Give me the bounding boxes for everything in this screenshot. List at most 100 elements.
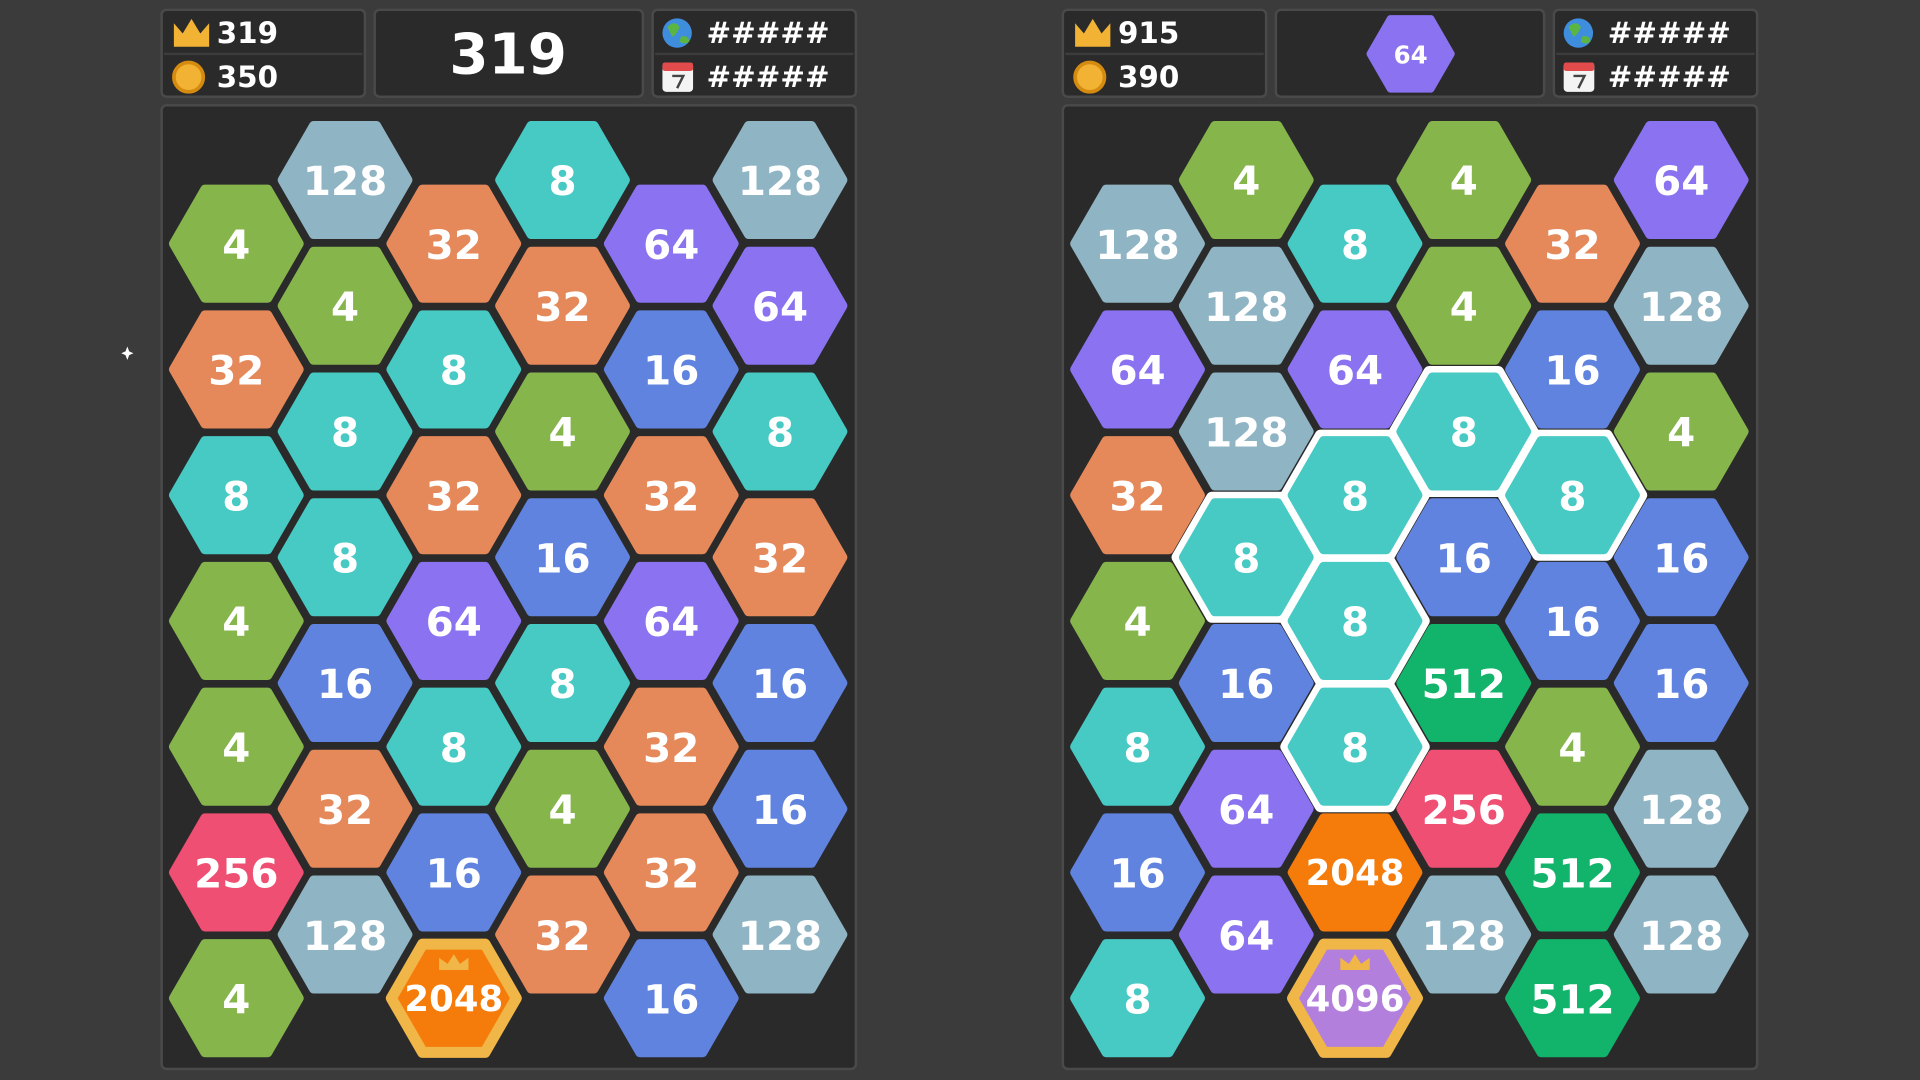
hex-tile: 16 <box>1178 623 1314 743</box>
hex-tile: 4 <box>168 687 304 806</box>
tile-value: 16 <box>752 786 808 834</box>
tile-shape <box>1505 184 1640 303</box>
hex-tile: 512 <box>1505 813 1640 932</box>
tile-value: 8 <box>440 724 468 772</box>
hex-tile: 256 <box>168 813 304 932</box>
hex-tile: 4 <box>277 246 413 365</box>
tile-shape <box>712 498 848 617</box>
tile-shape <box>1505 939 1640 1058</box>
tile-shape <box>712 875 848 994</box>
tile-shape <box>1613 749 1749 868</box>
tile-value: 8 <box>548 660 576 708</box>
tile-value: 4 <box>1450 157 1478 205</box>
globe-icon <box>1563 18 1594 48</box>
tile-shape <box>603 184 739 303</box>
tile-shape <box>1396 372 1532 491</box>
tile-shape <box>1396 749 1532 868</box>
tile-value: 128 <box>1639 912 1723 960</box>
hex-tile: 32 <box>386 436 522 555</box>
hex-tile: 4 <box>495 372 630 491</box>
tile-shape <box>603 436 739 555</box>
hex-tile: 8 <box>1389 365 1539 498</box>
hex-tile: 8 <box>386 687 522 806</box>
tile-value: 64 <box>1218 786 1274 834</box>
tile-value: 512 <box>1530 850 1614 898</box>
tile-shape <box>1070 310 1205 429</box>
hex-tile: 4 <box>1505 687 1640 806</box>
tile-value: 4 <box>1123 598 1151 646</box>
tile-crown <box>1340 954 1370 971</box>
tile-shape <box>1613 623 1749 743</box>
hex-tile: 16 <box>386 813 522 932</box>
tile-shape <box>1178 498 1314 617</box>
tile-shape <box>277 372 413 491</box>
hex-tile: 128 <box>1613 246 1749 365</box>
tile-shape <box>1505 436 1640 555</box>
tile-shape <box>603 813 739 932</box>
tile-shape <box>168 184 304 303</box>
hex-tile: 16 <box>1613 623 1749 743</box>
hex-tile: 128 <box>1613 875 1749 994</box>
tile-value: 64 <box>643 598 699 646</box>
tile-shape <box>1613 246 1749 365</box>
hex-tile: 8 <box>1287 184 1423 303</box>
tile-highlight <box>1280 681 1430 813</box>
tile-value: 8 <box>222 472 250 520</box>
tile-shape <box>1287 938 1423 1058</box>
best-score: 319 <box>217 16 278 50</box>
tile-shape <box>168 813 304 932</box>
hex-tile: 64 <box>1178 875 1314 994</box>
current-score: 319 <box>449 23 567 88</box>
coin-count: 390 <box>1118 60 1179 94</box>
hex-tile: 64 <box>603 561 739 680</box>
tile-value: 512 <box>1422 660 1506 708</box>
hex-tile: 32 <box>495 875 630 994</box>
globe-land <box>1568 23 1591 44</box>
tile-value: 32 <box>534 283 590 331</box>
hex-tile: 8 <box>168 436 304 555</box>
tile-value: 256 <box>1422 786 1506 834</box>
tile-value: 64 <box>1109 347 1165 395</box>
hex-tile: 16 <box>1505 310 1640 429</box>
hex-tile: 64 <box>712 246 848 365</box>
hex-tile: 8 <box>495 623 630 743</box>
tile-shape <box>386 436 522 555</box>
calendar-seven <box>1573 74 1587 89</box>
tile-shape <box>168 939 304 1058</box>
tile-shape <box>386 310 522 429</box>
hex-tile: 16 <box>277 623 413 743</box>
tile-value: 8 <box>331 409 359 457</box>
tile-shape <box>277 120 413 240</box>
tile-value: 32 <box>643 724 699 772</box>
hex-tile: 8 <box>1497 429 1648 561</box>
world-rank: ##### <box>707 16 830 50</box>
tile-highlight <box>1389 365 1539 498</box>
tile-value: 32 <box>1544 221 1600 269</box>
hex-tile: 128 <box>1396 875 1532 994</box>
tile-value: 16 <box>1653 660 1709 708</box>
tile-value: 4 <box>222 724 250 772</box>
tile-value: 8 <box>1450 409 1478 457</box>
tile-value: 64 <box>643 221 699 269</box>
tile-shape <box>1070 436 1205 555</box>
tile-value: 16 <box>317 660 373 708</box>
hex-tile: 64 <box>1287 310 1423 429</box>
tile-value: 512 <box>1530 975 1614 1023</box>
tile-value: 4 <box>1232 157 1260 205</box>
hex-tile: 4 <box>168 561 304 680</box>
next-tile-label: 64 <box>1394 41 1428 70</box>
tile-shape <box>1178 749 1314 868</box>
tile-shape <box>712 749 848 868</box>
tile-shape <box>712 246 848 365</box>
tile-shape <box>1287 310 1423 429</box>
hex-tile: 32 <box>603 813 739 932</box>
hex-tile: 32 <box>603 436 739 555</box>
hex-tile: 2048 <box>1287 813 1423 932</box>
tile-shape <box>1505 310 1640 429</box>
tile-value: 128 <box>1639 786 1723 834</box>
tile-value: 16 <box>1544 347 1600 395</box>
hex-tile: 4096 <box>1287 938 1423 1058</box>
tile-shape <box>1505 561 1640 680</box>
tile-shape <box>603 310 739 429</box>
tile-shape <box>1178 372 1314 491</box>
